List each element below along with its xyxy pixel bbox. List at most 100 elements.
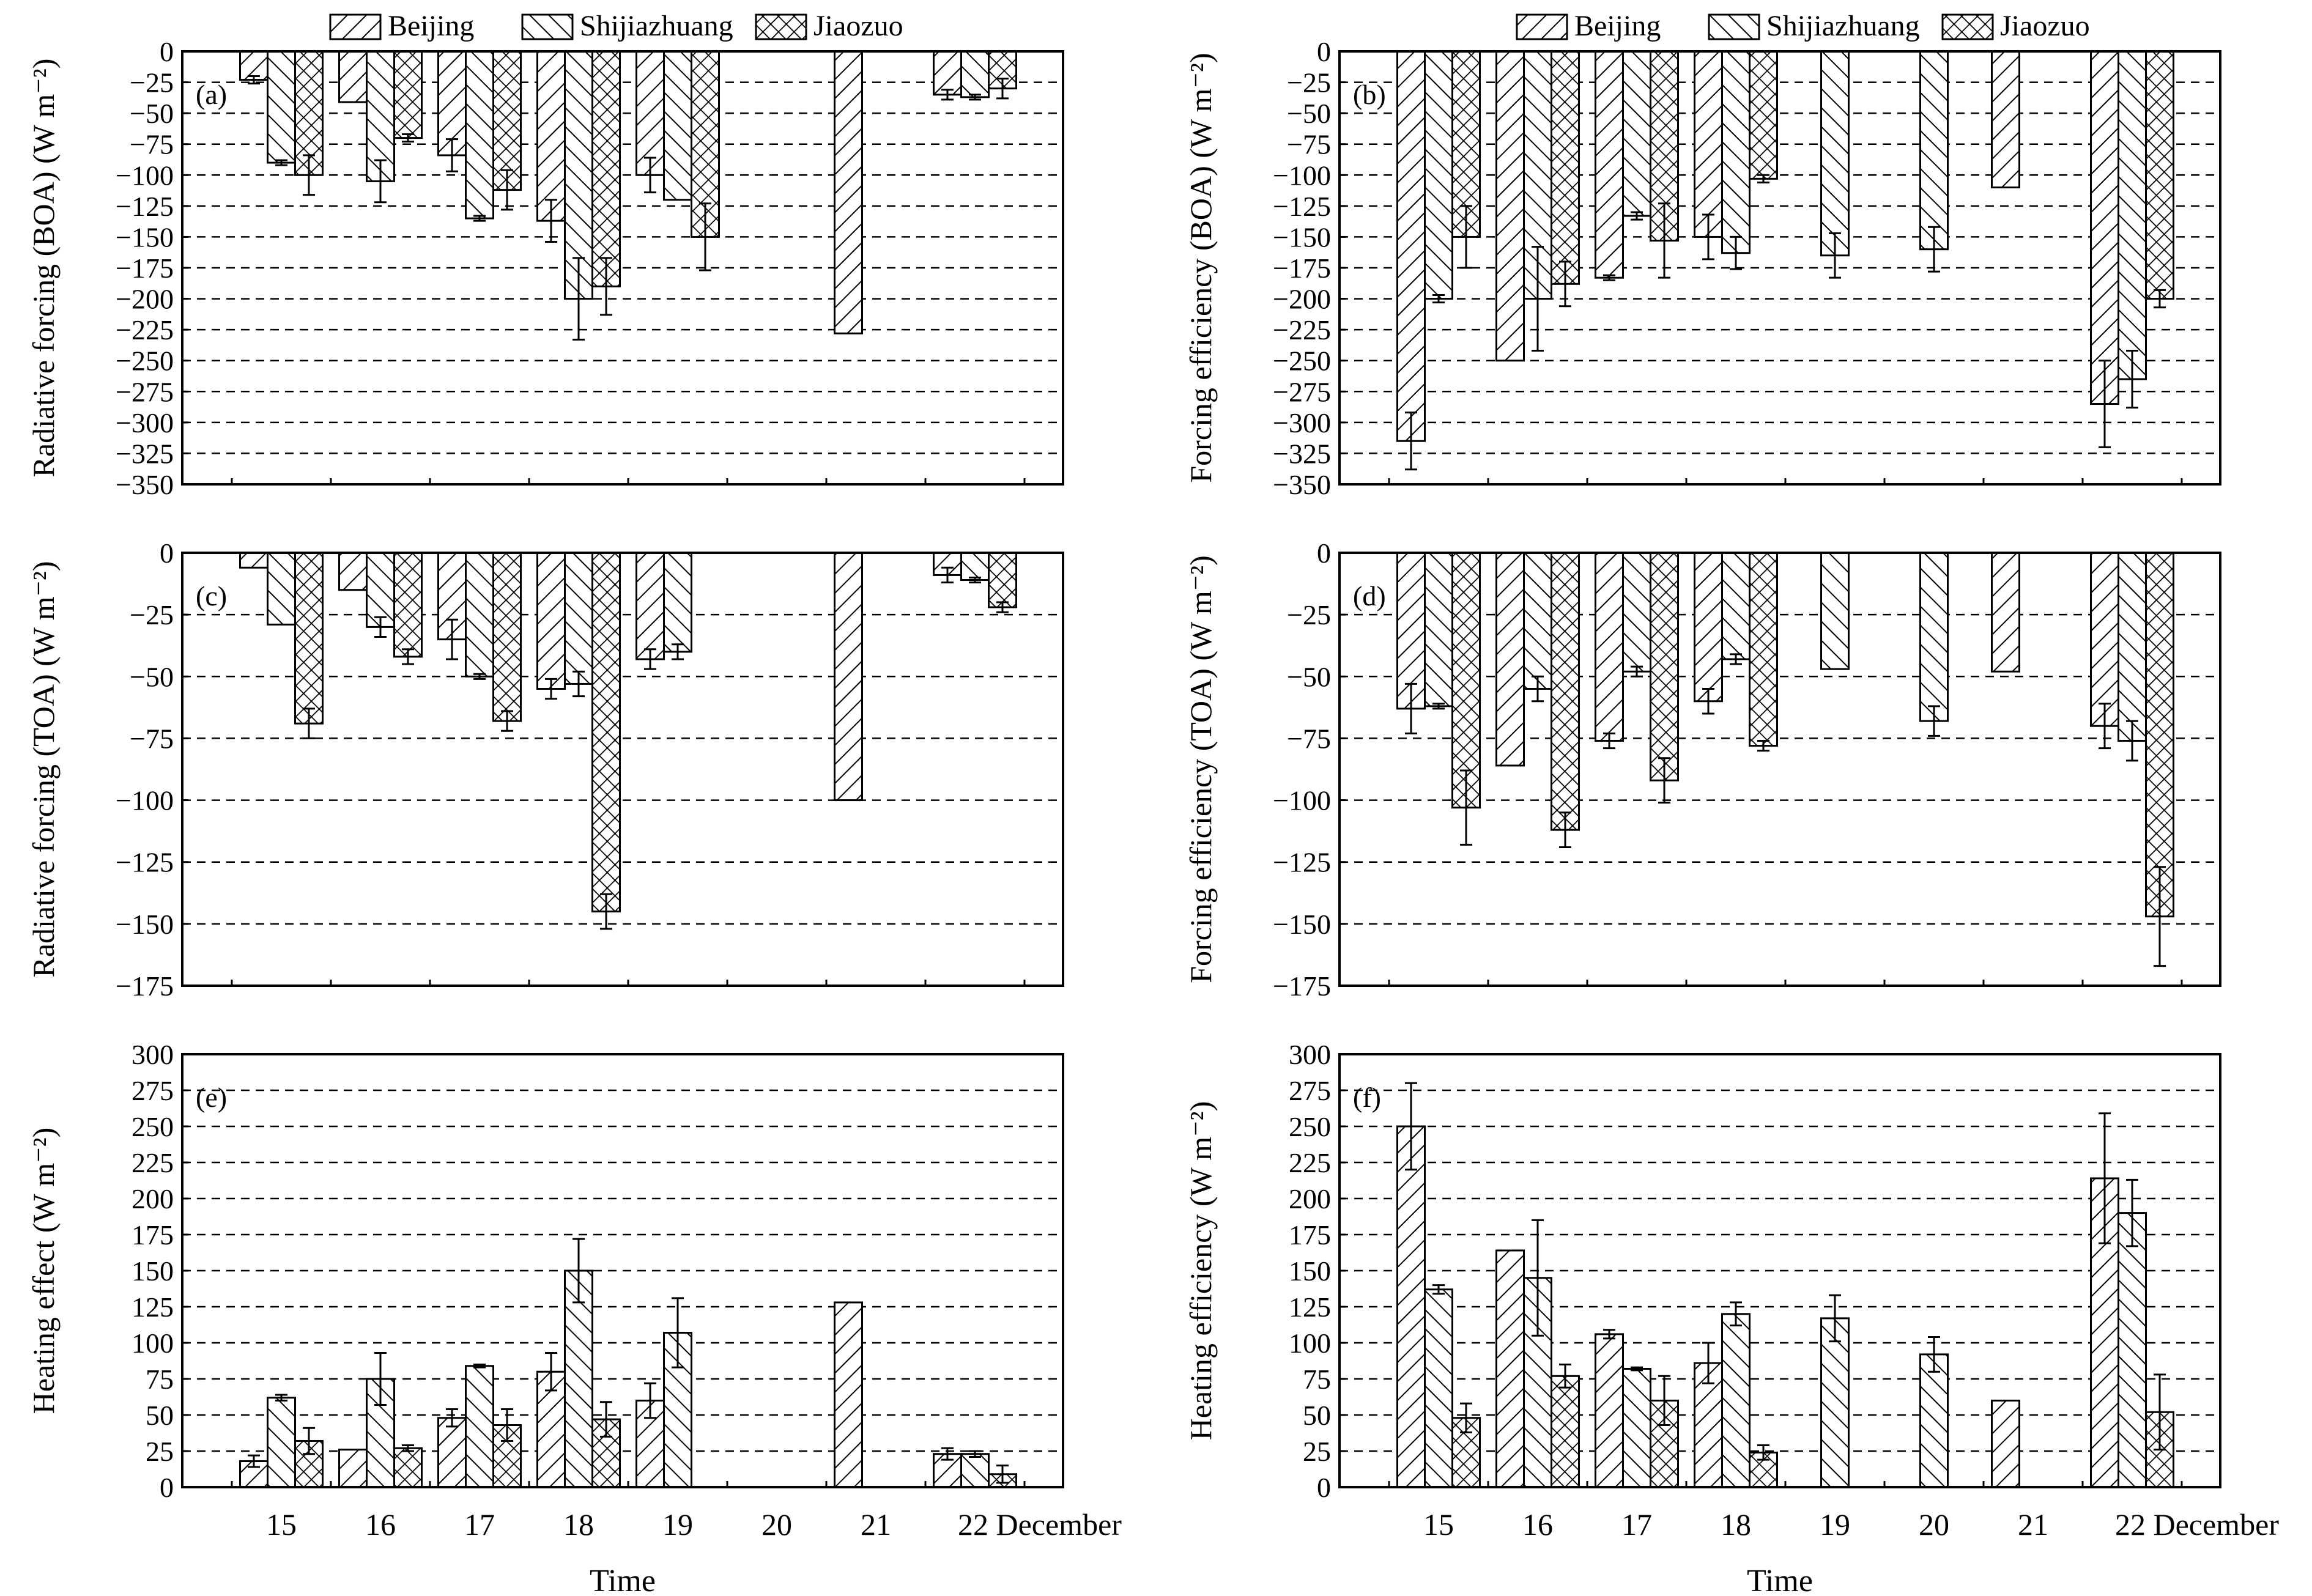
bar-beijing-21 [834, 1301, 863, 1488]
legend-label-shijiazhuang: Shijiazhuang [580, 10, 733, 42]
bar-beijing-16 [1495, 552, 1525, 767]
bar-beijing-17 [437, 1417, 467, 1488]
y-tick-label: −225 [116, 314, 174, 345]
panel-d: −175 −150 −125 −100 −75 −50 −25 0 (d) Forcing eff… [1184, 538, 2221, 1002]
bar-beijing-16 [1495, 1249, 1525, 1488]
y-tick-label: 50 [1303, 1400, 1331, 1431]
y-tick-label: −75 [130, 723, 174, 754]
y-tick-label: −150 [116, 909, 174, 940]
y-tick-label: 200 [132, 1183, 174, 1214]
bar-beijing-17 [1595, 552, 1624, 742]
panel-a: −350−325−300−275−250−225−200−175−150−125… [26, 36, 1064, 500]
legend-swatch-shijiazhuang [1708, 13, 1760, 40]
bar-shijiazhuang-17 [1622, 1367, 1651, 1488]
bar-jiaozuo-18 [591, 50, 621, 287]
bar-shijiazhuang-15 [267, 50, 296, 164]
y-tick-label: 75 [1303, 1364, 1331, 1395]
x-tick-label: 19 [1820, 1507, 1850, 1542]
bar-shijiazhuang-15 [267, 1397, 296, 1488]
bar-jiaozuo-16 [1551, 50, 1580, 285]
panel-label: (f) [1353, 1082, 1381, 1113]
x-tick-label: 19 [662, 1507, 693, 1542]
y-tick-label: 0 [1317, 538, 1331, 569]
bar-jiaozuo-16 [1551, 1375, 1580, 1488]
panel-label: (c) [196, 580, 227, 611]
bar-shijiazhuang-22 [960, 1453, 990, 1488]
y-tick-label: −75 [1287, 129, 1331, 160]
bar-beijing-16 [1495, 50, 1525, 362]
bar-jiaozuo-16 [1551, 552, 1580, 831]
y-axis-title: Forcing efficiency (BOA) (W m⁻²) [1184, 53, 1218, 482]
bar-shijiazhuang-19 [1820, 552, 1850, 670]
bar-beijing-17 [1595, 1333, 1624, 1488]
y-tick-label: −100 [1273, 160, 1331, 191]
bar-beijing-21 [1991, 50, 2020, 189]
bar-beijing-18 [536, 552, 566, 690]
y-tick-label: −125 [116, 847, 174, 878]
y-tick-label: 300 [1289, 1039, 1331, 1070]
y-tick-label: 0 [160, 538, 174, 569]
y-tick-label: 175 [132, 1219, 174, 1251]
y-tick-label: −200 [1273, 284, 1331, 315]
bar-beijing-18 [1694, 50, 1723, 238]
bar-jiaozuo-18 [1749, 50, 1778, 180]
y-tick-label: −175 [1273, 970, 1331, 1002]
y-tick-label: −100 [116, 785, 174, 816]
bar-beijing-15 [1396, 1125, 1426, 1488]
y-tick-label: 100 [1289, 1328, 1331, 1359]
bar-beijing-15 [239, 552, 269, 569]
y-tick-label: −75 [130, 129, 174, 160]
y-tick-label: −300 [1273, 407, 1331, 438]
bar-shijiazhuang-15 [1424, 1288, 1453, 1488]
bar-shijiazhuang-22 [2117, 1212, 2147, 1488]
y-tick-label: 0 [160, 1472, 174, 1503]
bar-beijing-16 [338, 50, 368, 103]
legends: Beijing Shijiazhuang Jiaozuo Beijing Shijiaz… [329, 10, 2090, 42]
y-tick-label: −100 [1273, 785, 1331, 816]
y-tick-label: −100 [116, 160, 174, 191]
x-tick-label: 17 [1621, 1507, 1652, 1542]
bar-jiaozuo-17 [492, 552, 522, 722]
x-tick-label: 16 [1522, 1507, 1553, 1542]
y-tick-label: 125 [132, 1291, 174, 1323]
bar-shijiazhuang-18 [564, 1269, 593, 1488]
y-tick-label: 175 [1289, 1219, 1331, 1251]
y-tick-label: −250 [1273, 345, 1331, 377]
y-tick-label: −150 [116, 221, 174, 253]
y-tick-label: 250 [132, 1111, 174, 1142]
x-tick-label: 16 [365, 1507, 396, 1542]
y-tick-label: −50 [130, 661, 174, 692]
panels: −350−325−300−275−250−225−200−175−150−125… [26, 36, 2221, 1503]
y-tick-label: −200 [116, 284, 174, 315]
bar-beijing-21 [1991, 552, 2020, 673]
bar-beijing-16 [338, 552, 368, 591]
y-tick-label: 150 [1289, 1255, 1331, 1287]
y-tick-label: −325 [1273, 438, 1331, 469]
x-tick-label: 22 December [958, 1507, 1122, 1542]
bar-beijing-17 [437, 50, 467, 157]
y-tick-label: −250 [116, 345, 174, 377]
bar-jiaozuo-22 [988, 552, 1017, 608]
legend-swatch-beijing [329, 13, 382, 40]
y-tick-label: −25 [130, 599, 174, 630]
legend-swatch-shijiazhuang [521, 13, 574, 40]
bar-shijiazhuang-19 [1820, 1317, 1850, 1488]
y-axis-title: Forcing efficiency (TOA) (W m⁻²) [1184, 555, 1218, 983]
bar-jiaozuo-18 [1749, 552, 1778, 747]
x-tick-label: 21 [861, 1507, 891, 1542]
bar-shijiazhuang-17 [1622, 50, 1651, 217]
y-tick-label: 0 [1317, 36, 1331, 67]
y-axis-title: Radiative forcing (BOA) (W m⁻²) [26, 59, 61, 478]
plot-frame [181, 50, 1064, 486]
bar-shijiazhuang-20 [1919, 1353, 1949, 1488]
x-tick-label: 21 [2018, 1507, 2048, 1542]
bar-jiaozuo-16 [393, 552, 423, 658]
y-tick-label: −225 [1273, 314, 1331, 345]
bar-shijiazhuang-22 [2117, 50, 2147, 380]
bar-beijing-21 [834, 50, 863, 334]
y-tick-label: −125 [1273, 847, 1331, 878]
y-tick-label: 0 [1317, 1472, 1331, 1503]
bar-shijiazhuang-20 [1919, 50, 1949, 251]
y-tick-label: 25 [146, 1436, 174, 1467]
